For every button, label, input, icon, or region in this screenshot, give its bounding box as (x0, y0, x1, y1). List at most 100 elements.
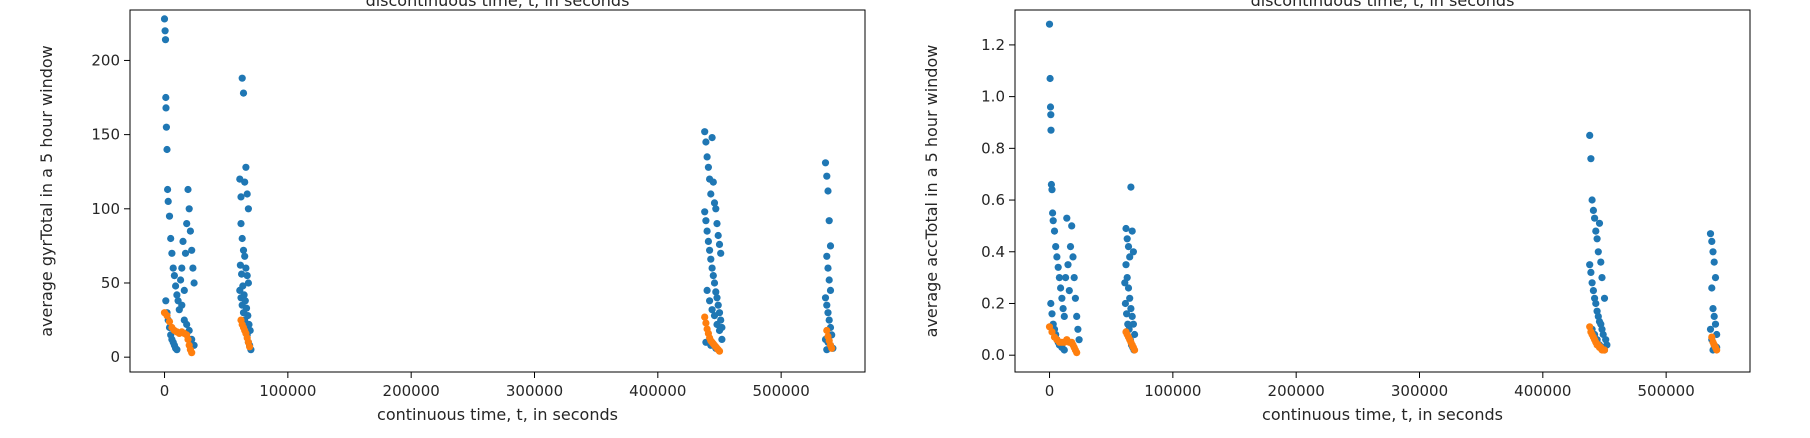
point-s1-124 (826, 242, 835, 250)
point-s1-50 (1124, 284, 1133, 292)
point-s1-91 (713, 220, 721, 228)
point-s1-127 (825, 276, 833, 284)
point-s1-78 (244, 312, 252, 320)
x-tick-label: 400000 (629, 382, 686, 400)
x-tick-label: 200000 (383, 382, 440, 400)
point-s1-114 (713, 320, 721, 329)
point-s1-19 (1062, 274, 1070, 282)
point-s2-40 (1713, 346, 1721, 354)
point-s1-72 (236, 261, 244, 269)
x-tick-label: 0 (1045, 382, 1055, 400)
point-s2-11 (184, 335, 192, 343)
point-s1-132 (825, 316, 833, 324)
point-s2-40 (828, 344, 836, 352)
point-s1-48 (1122, 261, 1130, 269)
point-s1-50 (239, 89, 248, 97)
point-s1-125 (823, 252, 831, 260)
point-s1-68 (1589, 206, 1597, 214)
x-axis-label: continuous time, t, in seconds (1262, 405, 1503, 424)
point-s1-5 (1047, 126, 1055, 134)
point-s1-2 (161, 27, 169, 35)
point-s1-51 (1126, 294, 1134, 302)
point-s1-25 (1069, 253, 1077, 261)
point-s1-99 (1709, 248, 1717, 256)
point-s1-102 (709, 272, 717, 280)
point-s1-74 (1597, 258, 1605, 266)
point-s1-96 (702, 217, 710, 225)
point-s1-76 (1586, 261, 1594, 269)
point-s1-113 (710, 312, 719, 320)
point-s1-44 (1126, 253, 1134, 261)
point-s1-53 (243, 190, 251, 198)
point-s1-26 (185, 205, 193, 213)
point-s1-14 (1055, 274, 1063, 282)
chart-title: discontinuous time, t, in seconds (366, 0, 630, 10)
y-tick-label: 0.6 (981, 191, 1005, 209)
point-s1-24 (183, 220, 191, 228)
y-tick-label: 0.2 (981, 294, 1005, 312)
point-s1-74 (239, 282, 247, 290)
point-s1-31 (1047, 299, 1055, 308)
point-s1-76 (241, 297, 249, 305)
point-s1-16 (1058, 294, 1066, 302)
point-s1-72 (1594, 248, 1602, 256)
point-s1-131 (824, 309, 832, 317)
x-tick-label: 500000 (753, 382, 810, 400)
point-s1-105 (1711, 320, 1720, 328)
point-s1-31 (162, 297, 170, 305)
point-s1-18 (1060, 312, 1068, 320)
point-s1-90 (712, 205, 720, 213)
point-s1-3 (161, 36, 170, 44)
point-s1-94 (717, 249, 725, 257)
point-s1-1 (1045, 20, 1054, 28)
point-s1-20 (1063, 214, 1071, 222)
point-s1-98 (1708, 237, 1716, 245)
y-tick-label: 50 (101, 274, 120, 292)
point-s1-20 (178, 264, 186, 272)
point-s1-7 (1048, 186, 1056, 194)
point-s1-93 (715, 240, 724, 248)
point-s1-101 (1711, 274, 1720, 282)
point-s1-73 (1595, 219, 1604, 227)
point-s1-25 (184, 185, 192, 194)
point-s1-26 (1070, 274, 1078, 282)
point-s1-95 (701, 208, 709, 216)
point-s1-57 (239, 246, 248, 254)
point-s1-24 (1068, 222, 1076, 230)
point-s1-105 (713, 294, 721, 302)
point-s1-6 (1047, 180, 1055, 189)
point-s1-69 (1591, 214, 1599, 222)
point-s1-98 (704, 237, 713, 245)
point-s1-27 (1071, 294, 1079, 302)
point-s2-35 (715, 347, 724, 355)
y-tick-label: 0.4 (981, 243, 1005, 261)
point-s1-7 (163, 145, 171, 154)
point-s1-121 (823, 172, 831, 180)
chart-1: discontinuous time, t, in seconds 0 100000… (37, 0, 866, 424)
data-points (160, 15, 837, 357)
point-s1-11 (167, 234, 175, 243)
point-s1-46 (1128, 227, 1136, 235)
point-s1-4 (1047, 111, 1055, 119)
point-s1-115 (715, 326, 724, 335)
point-s1-29 (189, 264, 197, 272)
point-s1-13 (1054, 263, 1062, 271)
point-s1-81 (701, 128, 709, 136)
point-s1-43 (1124, 243, 1133, 251)
point-s1-120 (821, 159, 830, 167)
chart-2: discontinuous time, t, in seconds 0 100000… (922, 0, 1751, 424)
point-s1-103 (710, 279, 719, 287)
point-s1-6 (162, 123, 170, 131)
point-s1-88 (1600, 294, 1609, 302)
point-s1-30 (1075, 336, 1083, 344)
point-s2-36 (823, 326, 831, 335)
point-s2-3 (165, 318, 174, 326)
point-s1-97 (703, 227, 711, 235)
point-s1-21 (179, 237, 187, 245)
point-s1-103 (1709, 305, 1717, 313)
point-s1-101 (708, 264, 716, 272)
x-tick-label: 200000 (1268, 382, 1325, 400)
y-axis-label: average gyrTotal in a 5 hour window (37, 45, 56, 337)
point-s1-92 (714, 231, 722, 240)
